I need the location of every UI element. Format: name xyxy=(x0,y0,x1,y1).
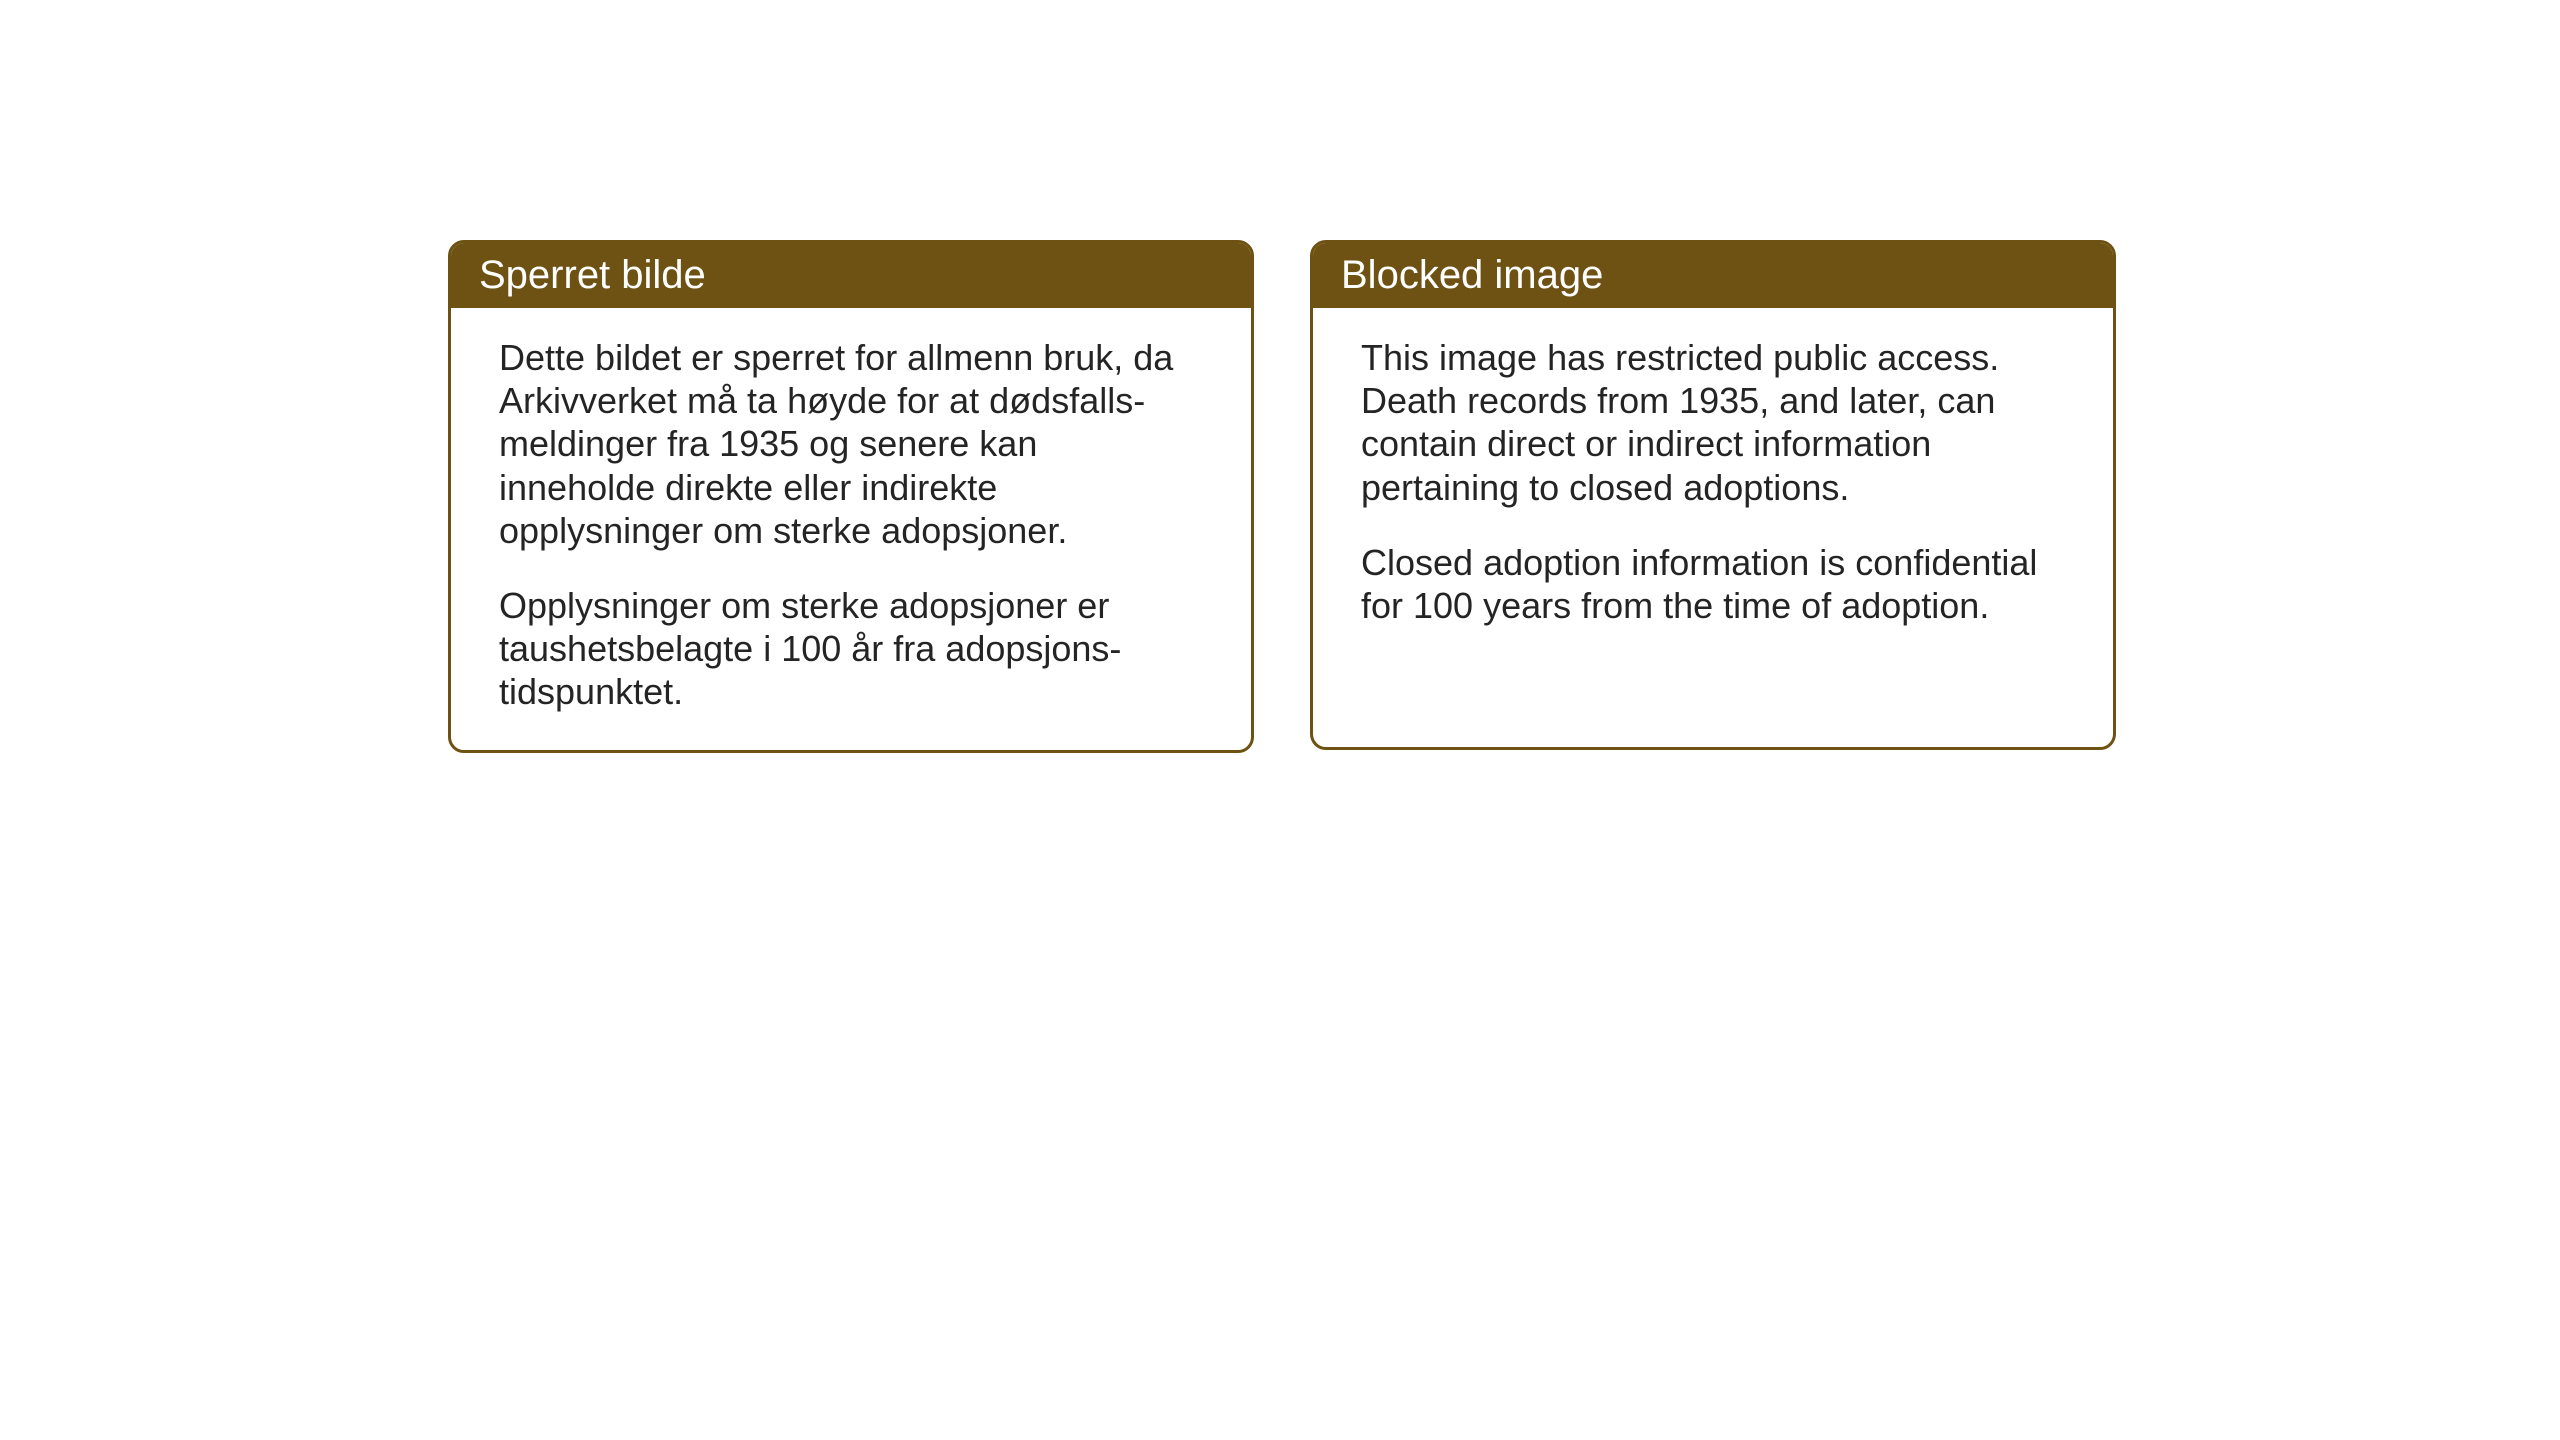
card-header-norwegian: Sperret bilde xyxy=(451,243,1251,308)
card-body-english: This image has restricted public access.… xyxy=(1313,308,2113,663)
card-title-english: Blocked image xyxy=(1341,253,1603,297)
notice-card-norwegian: Sperret bilde Dette bildet er sperret fo… xyxy=(448,240,1254,753)
notice-card-english: Blocked image This image has restricted … xyxy=(1310,240,2116,750)
card-body-norwegian: Dette bildet er sperret for allmenn bruk… xyxy=(451,308,1251,750)
paragraph-english-1: This image has restricted public access.… xyxy=(1361,336,2065,509)
paragraph-norwegian-1: Dette bildet er sperret for allmenn bruk… xyxy=(499,336,1203,552)
paragraph-english-2: Closed adoption information is confident… xyxy=(1361,541,2065,627)
card-header-english: Blocked image xyxy=(1313,243,2113,308)
card-title-norwegian: Sperret bilde xyxy=(479,253,706,297)
notice-container: Sperret bilde Dette bildet er sperret fo… xyxy=(448,240,2116,753)
paragraph-norwegian-2: Opplysninger om sterke adopsjoner er tau… xyxy=(499,584,1203,714)
